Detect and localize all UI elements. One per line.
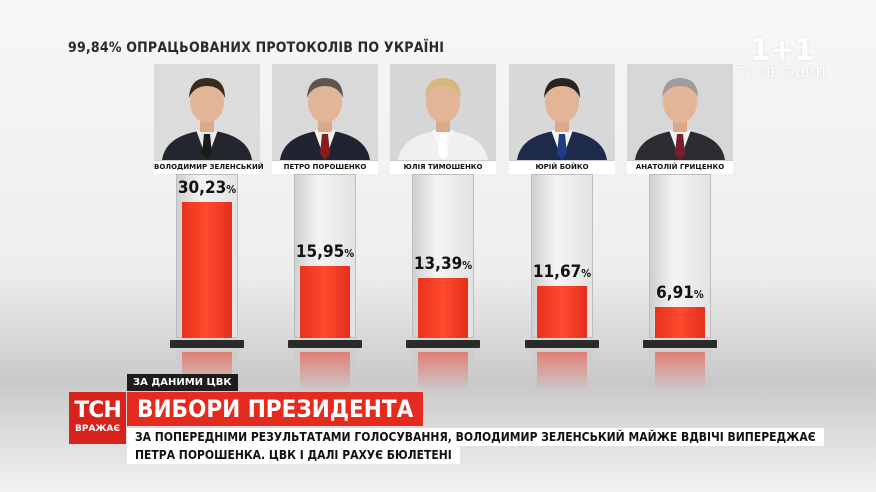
bar bbox=[655, 307, 705, 338]
ticker-line-1: ЗА ПОПЕРЕДНІМИ РЕЗУЛЬТАТАМИ ГОЛОСУВАННЯ,… bbox=[127, 428, 824, 446]
portrait-icon bbox=[390, 64, 496, 160]
bar bbox=[182, 202, 232, 338]
candidate-card: АНАТОЛІЙ ГРИЦЕНКО bbox=[627, 64, 733, 174]
candidate-card: ЮЛІЯ ТИМОШЕНКО bbox=[390, 64, 496, 174]
bar bbox=[300, 266, 350, 338]
candidate-photo bbox=[509, 64, 615, 160]
portrait-icon bbox=[272, 64, 378, 160]
channel-logo: 1+1 bbox=[749, 33, 815, 68]
bar-value-label: 13,39% bbox=[413, 254, 473, 274]
bar-base bbox=[170, 340, 244, 348]
candidate-name: ПЕТРО ПОРОШЕНКО bbox=[272, 160, 378, 174]
candidate-photo bbox=[390, 64, 496, 160]
candidate-photo bbox=[272, 64, 378, 160]
bar-base bbox=[643, 340, 717, 348]
bar-value-label: 11,67% bbox=[532, 262, 592, 282]
bar-value-label: 15,95% bbox=[295, 242, 355, 262]
candidate-photo bbox=[627, 64, 733, 160]
candidate-name: АНАТОЛІЙ ГРИЦЕНКО bbox=[627, 160, 733, 174]
bar-value-label: 6,91% bbox=[656, 283, 704, 303]
bar-base bbox=[525, 340, 599, 348]
candidate-photo bbox=[154, 64, 260, 160]
candidate-name: ВОЛОДИМИР ЗЕЛЕНСЬКИЙ bbox=[154, 160, 264, 174]
bar-reflection bbox=[655, 352, 705, 390]
portrait-icon bbox=[154, 64, 260, 160]
candidate-card: ЮРІЙ БОЙКО bbox=[509, 64, 615, 174]
candidate-card: ВОЛОДИМИР ЗЕЛЕНСЬКИЙ bbox=[154, 64, 264, 174]
headline: ВИБОРИ ПРЕЗИДЕНТА bbox=[127, 392, 424, 426]
bar bbox=[418, 278, 468, 338]
candidate-name: ЮРІЙ БОЙКО bbox=[509, 160, 615, 174]
candidate-name: ЮЛІЯ ТИМОШЕНКО bbox=[390, 160, 496, 174]
tsn-logo-sub: ВРАЖАЄ bbox=[74, 424, 120, 434]
channel-watermark: 1+1 ТИ НЕ ОДИН bbox=[737, 33, 826, 82]
source-label: ЗА ДАНИМИ ЦВК bbox=[127, 374, 238, 391]
bar-value-label: 30,23% bbox=[177, 178, 237, 198]
portrait-icon bbox=[627, 64, 733, 160]
bar bbox=[537, 286, 587, 338]
bar-base bbox=[406, 340, 480, 348]
ticker-line-2: ПЕТРА ПОРОШЕНКА. ЦВК І ДАЛІ РАХУЄ БЮЛЕТЕ… bbox=[127, 446, 460, 464]
bar-reflection bbox=[300, 352, 350, 390]
bar-base bbox=[288, 340, 362, 348]
chart-subtitle: 99,84% ОПРАЦЬОВАНИХ ПРОТОКОЛІВ ПО УКРАЇН… bbox=[68, 40, 445, 56]
tsn-logo-text: ТСН bbox=[74, 398, 122, 423]
channel-tagline: ТИ НЕ ОДИН bbox=[737, 66, 826, 81]
bar-reflection bbox=[418, 352, 468, 390]
portrait-icon bbox=[509, 64, 615, 160]
candidate-card: ПЕТРО ПОРОШЕНКО bbox=[272, 64, 378, 174]
tsn-logo: ТСН ВРАЖАЄ bbox=[69, 392, 126, 444]
bar-reflection bbox=[537, 352, 587, 390]
